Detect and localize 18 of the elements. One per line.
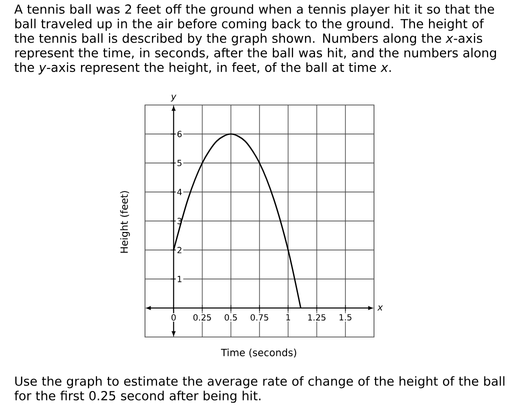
x-tick-label: 1.5 [340,314,352,321]
x-tick-label: 0.5 [224,314,237,321]
x-axis-title: Time (seconds) [220,348,296,358]
y-tick-label: 6 [177,130,182,138]
x-tick-label: 1.25 [308,314,326,321]
x-tick-label: 0.25 [193,314,211,321]
x-tick-label: 0.75 [250,314,268,321]
text: y [170,94,176,102]
y-tick-label: 1 [178,276,182,282]
text: x [377,306,383,310]
y-tick-label: 4 [177,188,182,196]
y-tick-label: 5 [177,160,182,166]
y-axis-title: Height (feet) [120,191,130,253]
chart-title: A tennis ball was 2 feet off the ground when a tennis player hit it so that the ball traveled up in the air before coming back to the ground. The height of the tennis ball is described by the graph shown. Numbers along the x-axis represent the time, in seconds, after the ball was hit, and the numbers along the y-axis represent the height, in feet, of the ball at time x. [14,4,496,74]
x-tick-label: 1 [286,314,290,320]
text: Use the graph to estimate the average rate of change of the height of the ball for the first 0.25 second after being hit. [14,376,504,403]
y-tick-label: 2 [177,246,182,254]
x-tick-label: 0 [172,314,176,321]
